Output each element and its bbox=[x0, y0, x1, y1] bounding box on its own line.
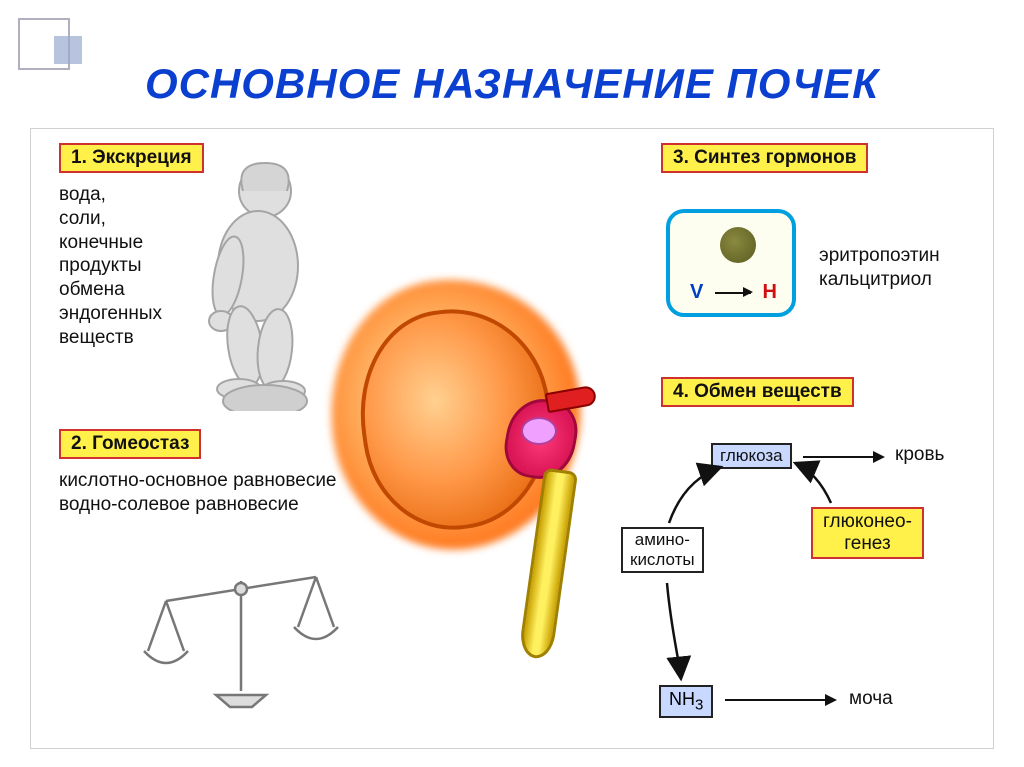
text-blood: кровь bbox=[895, 443, 944, 467]
label-homeostasis: 2. Гомеостаз bbox=[59, 429, 201, 459]
text-urine: моча bbox=[849, 687, 893, 711]
kidney-illustration bbox=[351, 299, 611, 669]
cell-h: H bbox=[762, 281, 776, 303]
diagram-panel: 1. Экскреция вода, соли, конечные продук… bbox=[30, 128, 994, 749]
page-title: ОСНОВНОЕ НАЗНАЧЕНИЕ ПОЧЕК bbox=[0, 60, 1024, 108]
text-hormone: эритропоэтин кальцитриол bbox=[819, 244, 940, 292]
nh3-sub: 3 bbox=[695, 697, 703, 714]
text-excretion: вода, соли, конечные продукты обмена энд… bbox=[59, 183, 162, 349]
text-homeostasis: кислотно-основное равновесие водно-солев… bbox=[59, 469, 337, 517]
nh3-text: NH bbox=[669, 689, 695, 709]
label-hormone: 3. Синтез гормонов bbox=[661, 143, 868, 173]
label-metabolism: 4. Обмен веществ bbox=[661, 377, 854, 407]
box-nh3: NH3 bbox=[659, 685, 713, 718]
balance-scale-icon bbox=[136, 571, 346, 711]
cell-icon: V H bbox=[666, 209, 796, 317]
cell-v: V bbox=[690, 281, 703, 303]
box-glucose: глюкоза bbox=[711, 443, 792, 469]
box-amino: амино- кислоты bbox=[621, 527, 704, 573]
box-gluconeo: глюконео- генез bbox=[811, 507, 924, 559]
arrow-nh3-urine bbox=[725, 699, 835, 701]
arrow-glucose-blood bbox=[803, 456, 883, 458]
child-illustration bbox=[173, 161, 343, 411]
